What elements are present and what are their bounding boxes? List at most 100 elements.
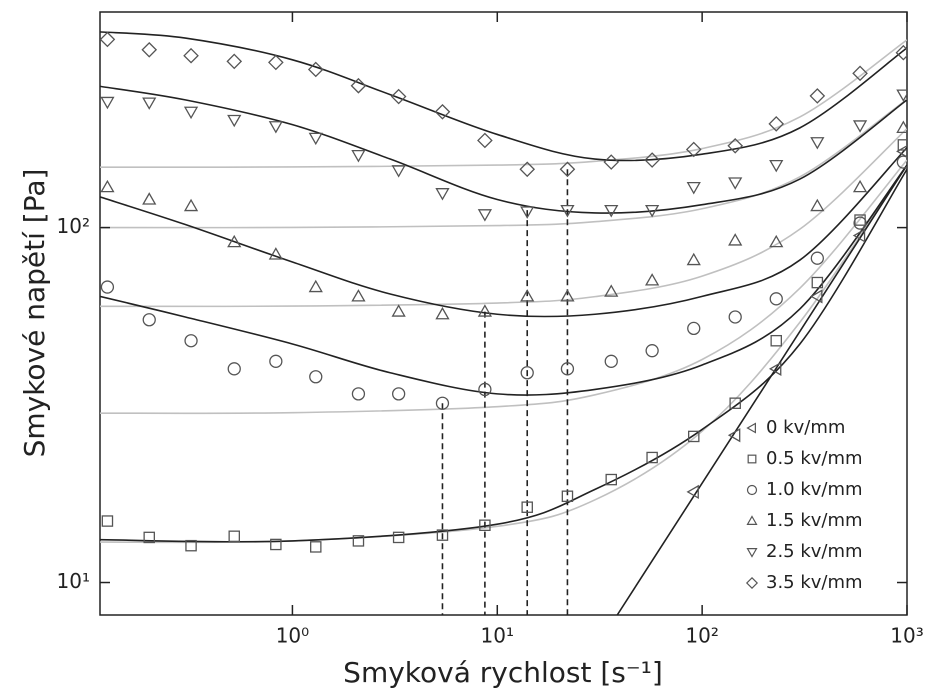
data-point [604, 284, 619, 297]
data-point [645, 273, 660, 286]
fit-line [100, 128, 907, 308]
data-point [728, 233, 743, 246]
data-point [852, 179, 868, 193]
fit-line [100, 85, 907, 214]
data-point [434, 103, 451, 120]
data-point [100, 96, 115, 110]
data-point [728, 310, 742, 324]
x-tick-label: 10¹ [481, 624, 514, 648]
data-point [351, 289, 366, 302]
data-point [227, 114, 242, 128]
data-point [392, 531, 405, 544]
data-point [604, 354, 618, 368]
data-point [728, 177, 743, 190]
data-point [895, 44, 907, 61]
data-point [268, 247, 283, 260]
data-point [560, 204, 575, 218]
data-point [560, 362, 575, 376]
data-point [350, 77, 367, 94]
data-point [896, 120, 907, 134]
data-point [352, 535, 365, 547]
data-point [308, 132, 323, 146]
data-point [769, 292, 783, 306]
data-point [269, 354, 283, 368]
fit-line [100, 98, 907, 229]
data-point [100, 31, 116, 48]
legend-marker [747, 454, 757, 464]
data-point [521, 501, 533, 513]
data-point [727, 137, 744, 154]
legend-label: 0.5 kv/mm [766, 448, 863, 469]
data-point [897, 139, 907, 151]
data-point [228, 530, 240, 543]
data-point [686, 182, 701, 195]
data-point [183, 106, 199, 120]
fit-line [100, 164, 907, 396]
data-point [559, 161, 576, 178]
data-point [852, 65, 868, 82]
data-point [519, 161, 536, 178]
data-point [810, 137, 825, 150]
data-point [310, 541, 322, 553]
legend-marker [746, 484, 758, 496]
plot-frame [99, 11, 908, 616]
fit-line [100, 159, 907, 415]
data-point [435, 396, 450, 410]
legend-marker [746, 422, 756, 434]
data-point [101, 515, 114, 527]
data-point [770, 334, 782, 347]
data-point [645, 204, 660, 218]
data-point [479, 519, 491, 531]
fit-line [100, 147, 907, 318]
data-point [477, 132, 493, 149]
data-point [686, 252, 701, 266]
data-point [436, 529, 449, 541]
x-tick-label: 10⁰ [276, 624, 309, 648]
data-point [810, 289, 823, 304]
legend-label: 2.5 kv/mm [766, 541, 863, 562]
data-point [391, 165, 406, 178]
data-point [769, 234, 784, 248]
data-point [227, 362, 241, 376]
data-point [435, 188, 450, 201]
legend-label: 3.5 kv/mm [766, 572, 863, 593]
fit-line [100, 31, 907, 162]
data-point [391, 387, 406, 401]
data-point [605, 473, 617, 486]
data-point [520, 366, 534, 380]
fit-line [100, 39, 907, 168]
data-point [351, 150, 366, 163]
plot-layer [100, 31, 907, 615]
data-point [435, 306, 450, 320]
data-point [896, 145, 907, 158]
data-point [852, 120, 868, 133]
legend-label: 0 kv/mm [766, 417, 845, 438]
data-point [769, 159, 784, 173]
legend-marker [746, 548, 758, 558]
data-point [226, 53, 243, 70]
data-point [604, 204, 619, 218]
data-point [100, 280, 115, 294]
x-tick-label: 10² [685, 624, 718, 648]
y-axis-label: Smykové napětí [Pa] [18, 169, 51, 458]
data-point [852, 228, 866, 243]
x-tick-label: 10³ [890, 624, 923, 648]
data-point [142, 313, 156, 327]
fit-line [616, 164, 907, 615]
data-point [478, 382, 492, 397]
data-point [768, 361, 782, 376]
data-point [810, 251, 824, 265]
data-point [896, 155, 907, 169]
data-point [520, 289, 535, 302]
data-point [645, 344, 659, 358]
y-tick-label: 10² [57, 214, 90, 238]
data-point [227, 234, 242, 248]
data-point [142, 97, 157, 110]
legend-label: 1.5 kv/mm [766, 510, 863, 531]
data-point [896, 89, 907, 102]
data-point [644, 152, 660, 168]
data-point [810, 198, 825, 212]
data-point [729, 397, 741, 409]
data-point [853, 216, 867, 230]
